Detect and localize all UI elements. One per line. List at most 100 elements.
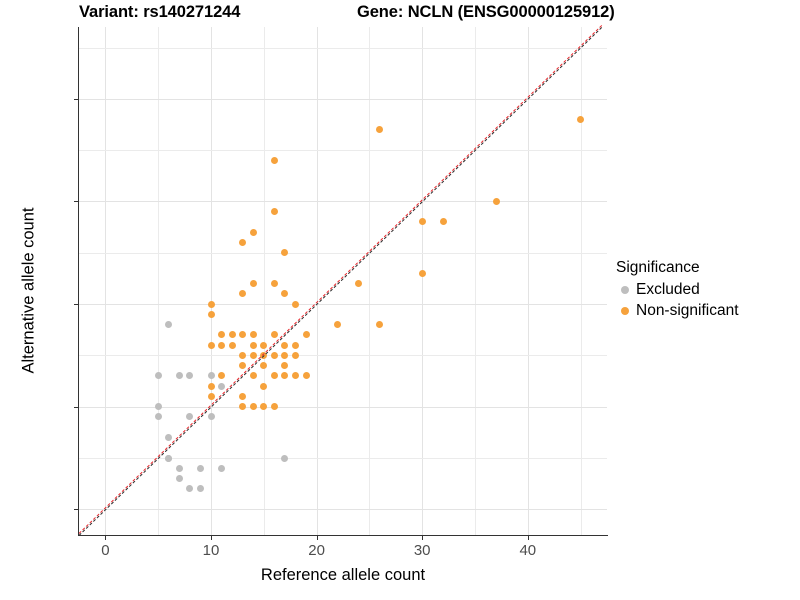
x-axis-line [78, 535, 608, 536]
x-tick-label: 30 [413, 542, 431, 559]
data-point [165, 454, 173, 462]
data-point [281, 351, 289, 359]
data-point [270, 331, 278, 339]
plot-panel [74, 24, 608, 540]
data-point [239, 403, 247, 411]
data-point [207, 300, 215, 308]
data-point [281, 341, 289, 349]
gridline-horizontal [79, 47, 607, 49]
data-point [249, 331, 257, 339]
data-point [418, 218, 426, 226]
gridline-vertical [158, 27, 160, 535]
excluded-dot-icon [616, 285, 633, 294]
data-point [291, 300, 299, 308]
y-tick-mark [74, 406, 79, 408]
gridline-horizontal [79, 252, 607, 254]
data-point [376, 321, 384, 329]
data-point [186, 372, 194, 380]
y-tick-mark [74, 201, 79, 203]
data-point [291, 341, 299, 349]
data-point [270, 351, 278, 359]
y-tick-mark [74, 509, 79, 511]
data-point [175, 372, 183, 380]
legend-items: Excluded Non-significant [616, 279, 739, 321]
data-point [577, 115, 585, 123]
x-tick-label: 10 [202, 542, 220, 559]
plot-background [79, 27, 607, 535]
data-point [249, 228, 257, 236]
y-axis-line [78, 27, 79, 536]
data-point [218, 341, 226, 349]
x-tick-mark [316, 535, 318, 540]
gridline-vertical [369, 27, 371, 535]
data-point [228, 341, 236, 349]
data-point [249, 280, 257, 288]
data-point [249, 341, 257, 349]
gridline-vertical [263, 27, 265, 535]
data-point [239, 392, 247, 400]
data-point [165, 434, 173, 441]
data-point [239, 290, 247, 298]
gridline-horizontal [79, 304, 607, 306]
gridline-horizontal [79, 355, 607, 357]
variant-title: Variant: rs140271244 [79, 3, 241, 21]
data-point [218, 464, 226, 472]
data-point [154, 413, 162, 421]
x-axis-title: Reference allele count [260, 566, 426, 584]
data-point [291, 372, 299, 380]
data-point [260, 362, 268, 370]
data-point [270, 208, 278, 216]
legend-dot [620, 306, 629, 315]
data-point [207, 392, 215, 400]
legend-item-label: Non-significant [636, 301, 739, 319]
data-point [154, 372, 162, 380]
gridline-horizontal [79, 201, 607, 203]
x-tick-mark [105, 535, 107, 540]
data-point [228, 331, 236, 339]
x-tick-mark [527, 535, 529, 540]
legend-dot [620, 285, 629, 294]
legend-item-non-significant[interactable]: Non-significant [616, 300, 739, 321]
gridline-horizontal [79, 406, 607, 408]
data-point [270, 280, 278, 288]
data-point [249, 351, 257, 359]
x-tick-mark [211, 535, 212, 540]
data-point [334, 321, 342, 329]
data-point [249, 372, 257, 380]
data-point [260, 403, 268, 411]
legend-item-label: Excluded [636, 280, 700, 298]
data-point [239, 362, 247, 370]
x-tick-label: 20 [308, 542, 325, 559]
gridline-horizontal [79, 458, 607, 460]
data-point [186, 413, 194, 421]
data-point [249, 403, 257, 411]
legend: Significance Excluded Non-significant [616, 259, 739, 321]
data-point [239, 351, 247, 359]
data-point [281, 454, 289, 462]
gridline-vertical [422, 27, 424, 535]
legend-item-excluded[interactable]: Excluded [616, 279, 739, 300]
data-point [186, 485, 194, 493]
data-point [260, 351, 268, 359]
data-point [207, 372, 215, 380]
data-point [207, 341, 215, 349]
data-point [218, 331, 226, 339]
data-point [302, 372, 310, 380]
gridline-vertical [316, 27, 318, 535]
data-point [218, 382, 226, 390]
x-tick-label: 0 [101, 542, 110, 559]
data-point [281, 372, 289, 380]
data-point [207, 382, 215, 390]
data-point [218, 372, 226, 380]
gridline-vertical [105, 27, 107, 535]
data-point [239, 331, 247, 339]
gridline-vertical [211, 27, 212, 535]
y-tick-mark [74, 98, 79, 100]
data-point [154, 403, 162, 411]
gridline-vertical [475, 27, 476, 535]
legend-title: Significance [616, 259, 700, 276]
data-point [207, 413, 215, 421]
gridline-vertical [527, 27, 529, 535]
data-point [196, 485, 204, 493]
